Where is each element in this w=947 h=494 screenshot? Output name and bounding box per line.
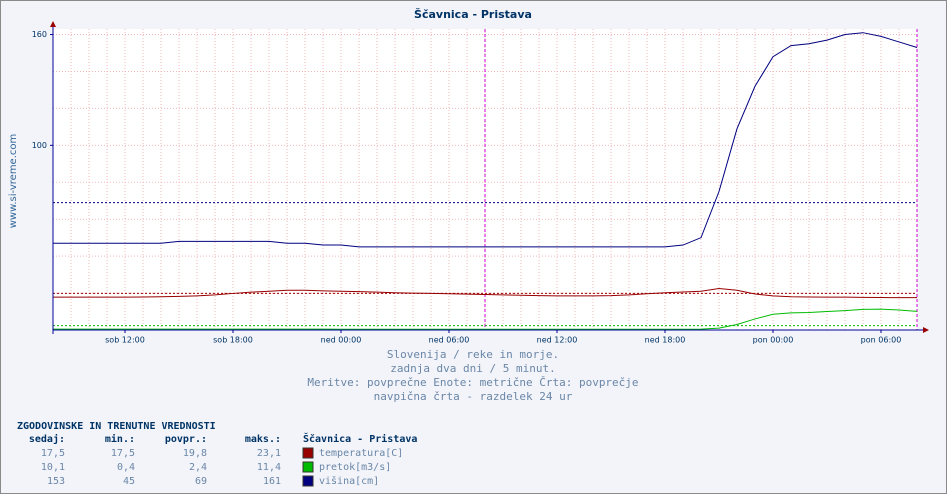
legend-swatch [302,475,314,487]
table-cell: 2,4 [189,462,207,473]
table-cell: 17,5 [111,448,135,459]
subtitle: Meritve: povprečne Enote: metrične Črta:… [307,376,638,389]
table-cell: 45 [123,476,135,487]
x-tick-label: pon 06:00 [861,336,902,345]
subtitle: zadnja dva dni / 5 minut. [390,362,556,375]
x-tick-label: ned 12:00 [537,336,578,345]
table-cell: 161 [263,476,281,487]
x-tick-label: sob 18:00 [213,336,253,345]
y-tick-label: 160 [32,30,47,39]
marks [53,29,918,330]
table-cell: 19,8 [183,448,207,459]
x-tick-label: ned 18:00 [645,336,686,345]
subtitle: Slovenija / reke in morje. [387,348,559,361]
x-tick-label: ned 06:00 [429,336,470,345]
x-arrow [923,327,929,333]
table-cell: 153 [47,476,65,487]
table-header: min.: [105,433,135,445]
x-tick-label: ned 00:00 [321,336,362,345]
table-cell: 17,5 [41,448,65,459]
table-cell: 69 [195,476,207,487]
table-cell: 0,4 [117,462,135,473]
legend-swatch [302,447,314,459]
table-header: sedaj: [29,433,65,445]
table-header: povpr.: [165,434,207,445]
table-header: maks.: [245,434,281,445]
table-cell: 11,4 [257,462,281,473]
chart-title: Ščavnica - Pristava [414,8,532,21]
legend-swatch [302,461,314,473]
table-cell: 10,1 [41,462,65,473]
subtitle: navpična črta - razdelek 24 ur [374,390,573,403]
table-title: ZGODOVINSKE IN TRENUTNE VREDNOSTI [17,421,216,432]
table-cell: 23,1 [257,448,281,459]
table-header: Ščavnica - Pristava [303,432,417,445]
legend-label: višina[cm] [319,475,379,487]
series-line [53,287,917,299]
y-arrow [50,21,56,27]
y-tick-label: 100 [32,141,47,150]
x-tick-label: pon 00:00 [753,336,794,345]
x-tick-label: sob 12:00 [105,336,145,345]
legend-label: pretok[m3/s] [319,462,391,473]
side-label: www.si-vreme.com [8,134,19,229]
series-line [53,32,918,248]
grid [53,29,917,330]
series-line [53,308,918,330]
legend-label: temperatura[C] [319,448,403,459]
